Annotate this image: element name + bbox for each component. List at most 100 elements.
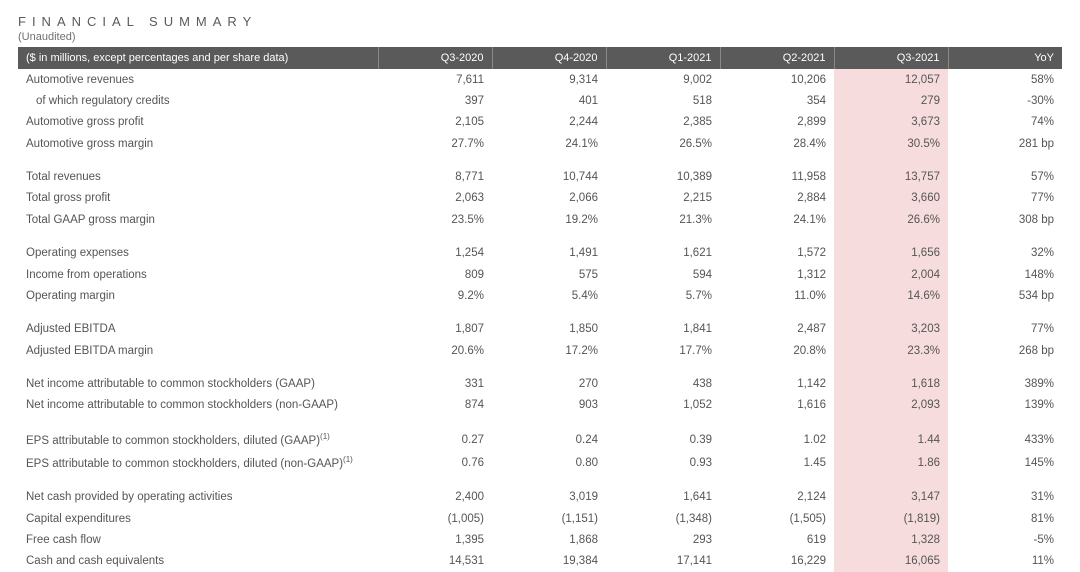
spacer-row xyxy=(18,475,1062,487)
table-row: EPS attributable to common stockholders,… xyxy=(18,428,1062,451)
cell: 2,124 xyxy=(720,487,834,508)
cell: 1,616 xyxy=(720,395,834,416)
cell: 17,141 xyxy=(606,551,720,572)
cell: 281 bp xyxy=(948,133,1062,154)
cell: 397 xyxy=(378,90,492,111)
cell: 32% xyxy=(948,243,1062,264)
cell: 0.76 xyxy=(378,451,492,474)
row-label: Adjusted EBITDA margin xyxy=(18,340,378,361)
cell: 331 xyxy=(378,374,492,395)
row-label: Adjusted EBITDA xyxy=(18,319,378,340)
cell: 1.02 xyxy=(720,428,834,451)
table-header-row: ($ in millions, except percentages and p… xyxy=(18,47,1062,69)
cell: 2,004 xyxy=(834,264,948,285)
cell: (1,151) xyxy=(492,508,606,529)
row-label: EPS attributable to common stockholders,… xyxy=(18,451,378,474)
table-row: Free cash flow1,3951,8682936191,328-5% xyxy=(18,529,1062,550)
page-title: FINANCIAL SUMMARY xyxy=(18,14,1062,29)
cell: 8,771 xyxy=(378,167,492,188)
cell: 10,744 xyxy=(492,167,606,188)
cell: 433% xyxy=(948,428,1062,451)
row-label: Automotive gross profit xyxy=(18,112,378,133)
cell: 0.80 xyxy=(492,451,606,474)
cell: 10,389 xyxy=(606,167,720,188)
cell: 2,244 xyxy=(492,112,606,133)
cell: 1,312 xyxy=(720,264,834,285)
cell: 19,384 xyxy=(492,551,606,572)
cell: 57% xyxy=(948,167,1062,188)
cell: 2,063 xyxy=(378,188,492,209)
cell: 19.2% xyxy=(492,209,606,230)
cell: 81% xyxy=(948,508,1062,529)
cell: 26.6% xyxy=(834,209,948,230)
row-label: Automotive revenues xyxy=(18,69,378,90)
cell: 270 xyxy=(492,374,606,395)
table-row: Net income attributable to common stockh… xyxy=(18,395,1062,416)
row-label: Net income attributable to common stockh… xyxy=(18,395,378,416)
table-row: Net cash provided by operating activitie… xyxy=(18,487,1062,508)
cell: 23.3% xyxy=(834,340,948,361)
cell: 903 xyxy=(492,395,606,416)
cell: 145% xyxy=(948,451,1062,474)
cell: 2,066 xyxy=(492,188,606,209)
cell: 3,019 xyxy=(492,487,606,508)
col-header: Q4-2020 xyxy=(492,47,606,69)
cell: 26.5% xyxy=(606,133,720,154)
cell: 58% xyxy=(948,69,1062,90)
cell: -30% xyxy=(948,90,1062,111)
table-row: Total GAAP gross margin23.5%19.2%21.3%24… xyxy=(18,209,1062,230)
table-row: Automotive gross profit2,1052,2442,3852,… xyxy=(18,112,1062,133)
cell: 31% xyxy=(948,487,1062,508)
cell: 14.6% xyxy=(834,285,948,306)
table-row: Adjusted EBITDA margin20.6%17.2%17.7%20.… xyxy=(18,340,1062,361)
cell: 354 xyxy=(720,90,834,111)
table-row: of which regulatory credits3974015183542… xyxy=(18,90,1062,111)
spacer-row xyxy=(18,362,1062,374)
cell: 24.1% xyxy=(720,209,834,230)
cell: 13,757 xyxy=(834,167,948,188)
cell: 1,328 xyxy=(834,529,948,550)
cell: 7,611 xyxy=(378,69,492,90)
cell: 2,884 xyxy=(720,188,834,209)
spacer-row xyxy=(18,416,1062,428)
cell: 594 xyxy=(606,264,720,285)
cell: 2,215 xyxy=(606,188,720,209)
cell: 148% xyxy=(948,264,1062,285)
cell: 2,899 xyxy=(720,112,834,133)
cell: 0.24 xyxy=(492,428,606,451)
cell: 28.4% xyxy=(720,133,834,154)
cell: 77% xyxy=(948,319,1062,340)
cell: 2,093 xyxy=(834,395,948,416)
cell: 1,868 xyxy=(492,529,606,550)
cell: 1,052 xyxy=(606,395,720,416)
cell: 3,660 xyxy=(834,188,948,209)
table-row: Automotive gross margin27.7%24.1%26.5%28… xyxy=(18,133,1062,154)
subtitle: (Unaudited) xyxy=(18,31,1062,43)
col-header: Q3-2021 xyxy=(834,47,948,69)
cell: (1,819) xyxy=(834,508,948,529)
cell: 293 xyxy=(606,529,720,550)
cell: 9,002 xyxy=(606,69,720,90)
cell: 389% xyxy=(948,374,1062,395)
cell: 14,531 xyxy=(378,551,492,572)
cell: 5.4% xyxy=(492,285,606,306)
cell: 20.6% xyxy=(378,340,492,361)
cell: 268 bp xyxy=(948,340,1062,361)
row-label: Operating expenses xyxy=(18,243,378,264)
cell: 9.2% xyxy=(378,285,492,306)
cell: 23.5% xyxy=(378,209,492,230)
row-label: Total GAAP gross margin xyxy=(18,209,378,230)
cell: 1,142 xyxy=(720,374,834,395)
table-row: Operating margin9.2%5.4%5.7%11.0%14.6%53… xyxy=(18,285,1062,306)
row-label: of which regulatory credits xyxy=(18,90,378,111)
cell: 3,203 xyxy=(834,319,948,340)
cell: 0.93 xyxy=(606,451,720,474)
cell: 17.7% xyxy=(606,340,720,361)
cell: 1,807 xyxy=(378,319,492,340)
cell: 2,105 xyxy=(378,112,492,133)
row-label: Income from operations xyxy=(18,264,378,285)
cell: 1,656 xyxy=(834,243,948,264)
table-row: Cash and cash equivalents14,53119,38417,… xyxy=(18,551,1062,572)
row-label: Total revenues xyxy=(18,167,378,188)
cell: 2,385 xyxy=(606,112,720,133)
